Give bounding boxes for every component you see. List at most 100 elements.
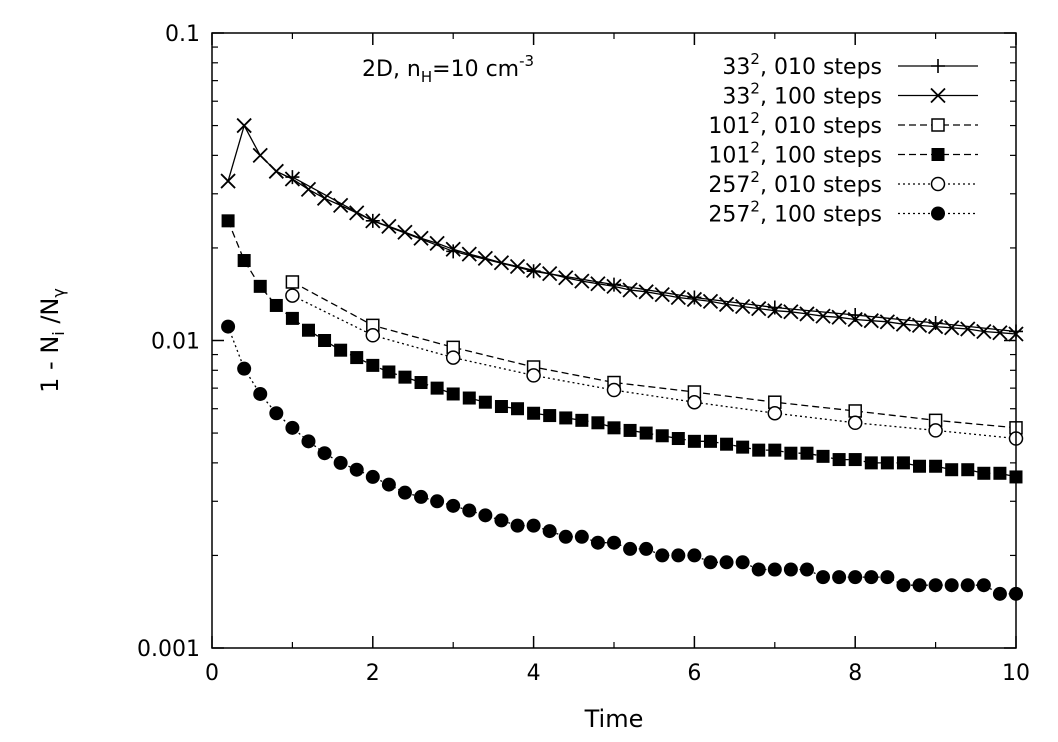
legend-label-base: 257 [708, 203, 750, 228]
data-point-cross [879, 314, 895, 330]
legend-item: 332, 010 steps [722, 50, 978, 80]
data-point-cross [236, 117, 252, 134]
data-point-cross [574, 273, 590, 289]
data-point-filled-square [931, 148, 945, 161]
data-point-filled-circle [896, 578, 911, 593]
x-tick-label: 6 [687, 661, 701, 686]
series-3 [285, 275, 1023, 435]
data-point-filled-circle [639, 541, 654, 556]
data-point-filled-square [929, 459, 943, 473]
data-point-filled-circle [510, 518, 525, 533]
data-point-filled-square [350, 351, 364, 365]
data-point-filled-square [945, 463, 959, 477]
data-point-cross [558, 270, 574, 286]
series-4 [221, 214, 1023, 484]
data-point-filled-circle [931, 206, 945, 221]
data-point-filled-square [880, 456, 894, 470]
data-point-filled-square [478, 395, 492, 409]
data-point-cross [606, 278, 622, 294]
data-point-cross [735, 298, 751, 315]
data-point-cross [638, 284, 654, 300]
series-line [292, 176, 1017, 333]
data-point-filled-circle [992, 586, 1007, 601]
data-point-filled-circle [912, 578, 927, 593]
data-point-filled-circle [880, 570, 895, 585]
data-point-filled-circle [816, 570, 831, 585]
data-point-cross [895, 316, 912, 332]
data-point-open-circle [445, 350, 461, 365]
data-point-cross [799, 306, 815, 322]
data-point-cross [300, 181, 317, 198]
data-point-filled-circle [848, 570, 863, 585]
y-label-part1: 1 - N [36, 336, 64, 393]
data-point-filled-square [430, 381, 444, 395]
data-point-filled-circle [751, 562, 766, 577]
data-point-plus [607, 277, 621, 292]
data-point-filled-square [221, 214, 235, 228]
data-point-filled-circle [735, 555, 750, 570]
legend-label-rest: , 010 steps [760, 173, 882, 198]
plot-frame [211, 32, 1017, 649]
data-point-filled-square [527, 406, 541, 420]
x-tick-label: 0 [205, 661, 219, 686]
legend-item: 1012, 010 steps [708, 109, 978, 139]
data-point-filled-square [285, 311, 299, 325]
data-point-open-circle [285, 288, 300, 303]
data-point-cross [622, 282, 638, 298]
data-point-filled-circle [365, 469, 380, 484]
legend-label: 1012, 010 steps [708, 109, 882, 139]
data-point-filled-circle [976, 578, 991, 593]
data-point-cross [461, 246, 477, 262]
data-point-cross [992, 325, 1008, 341]
data-point-cross [542, 265, 558, 282]
data-point-filled-square [800, 446, 814, 460]
y-label-sub2: γ [49, 288, 68, 297]
data-point-cross [268, 163, 284, 179]
data-point-cross [477, 250, 493, 266]
data-point-filled-circle [221, 319, 236, 334]
data-point-filled-square [816, 449, 830, 463]
data-point-filled-square [913, 459, 927, 473]
data-point-filled-square [575, 413, 589, 427]
data-point-filled-circle [446, 498, 461, 513]
data-point-filled-square [623, 423, 637, 437]
data-point-filled-square [253, 279, 267, 293]
data-point-cross [284, 171, 301, 187]
legend-label-sup: 2 [750, 109, 760, 127]
legend-label-sup: 2 [750, 80, 760, 98]
data-point-cross [252, 147, 268, 164]
data-point-cross [767, 303, 783, 319]
data-point-cross [445, 241, 461, 257]
data-point-filled-square [736, 440, 750, 454]
data-point-cross [863, 313, 879, 329]
legend-label: 1012, 100 steps [708, 139, 882, 169]
data-point-filled-circle [832, 570, 847, 585]
data-point-filled-square [366, 358, 380, 372]
data-point-cross [960, 321, 976, 337]
data-point-cross [930, 87, 946, 104]
data-point-filled-square [832, 453, 846, 467]
data-point-cross [590, 276, 606, 292]
data-point-filled-circle [397, 485, 412, 500]
x-tick-label: 8 [848, 661, 862, 686]
series-line [292, 281, 1017, 429]
data-point-open-circle [365, 328, 381, 343]
data-point-plus [687, 290, 702, 305]
data-point-cross [509, 258, 526, 275]
data-point-cross [944, 320, 960, 336]
legend-label-sup: 2 [750, 50, 760, 68]
data-point-filled-square [977, 466, 991, 480]
data-point-filled-circle [558, 529, 573, 544]
x-axis-label: Time [584, 705, 644, 733]
data-point-open-circle [930, 176, 946, 192]
series-line [227, 123, 1017, 335]
legend-label: 2572, 100 steps [708, 198, 882, 228]
legend-label: 332, 100 steps [722, 80, 882, 110]
data-point-filled-square [398, 370, 412, 384]
data-point-filled-circle [623, 541, 638, 556]
data-point-cross [670, 289, 686, 306]
axis-ticks: 0 2 4 6 8 10 0.001 0.01 0.1 [137, 22, 1030, 686]
data-point-filled-circle [542, 524, 557, 539]
legend-label-sup: 2 [750, 139, 760, 157]
